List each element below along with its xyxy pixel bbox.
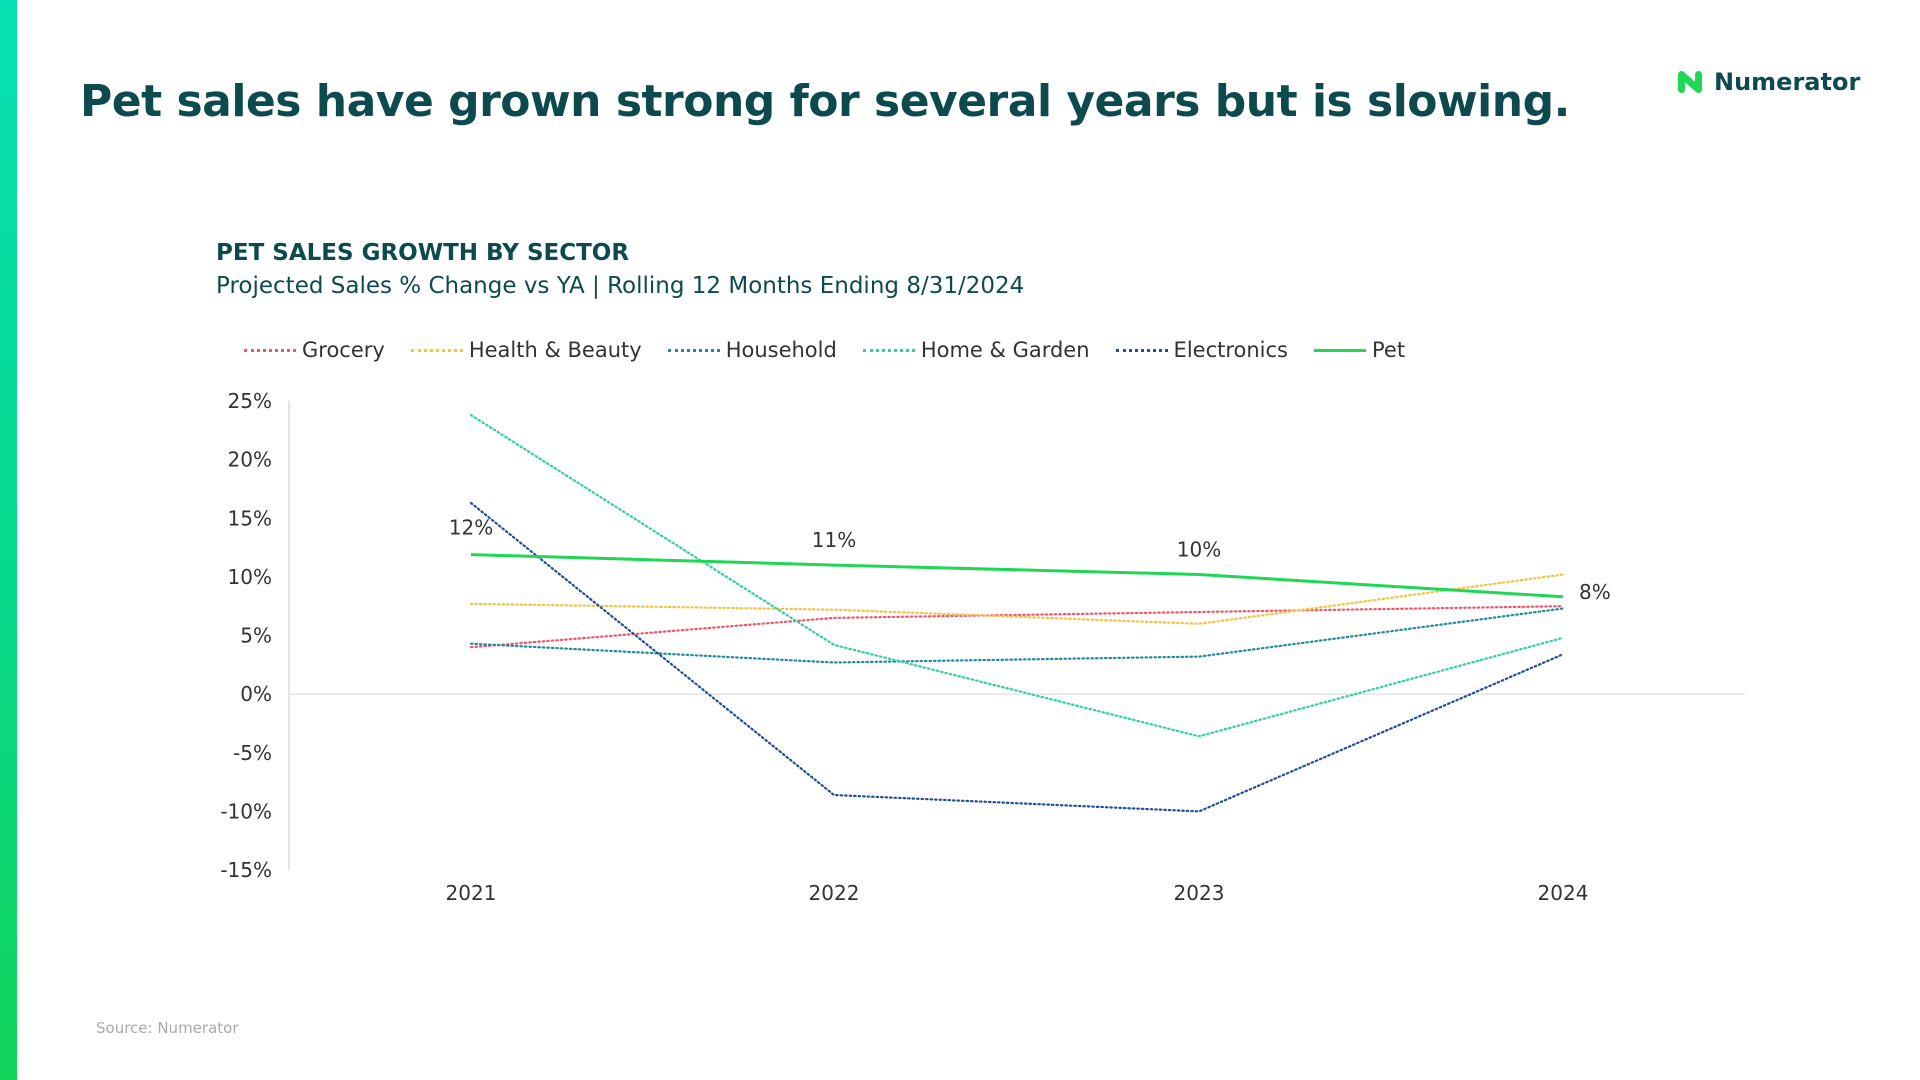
series-line-home-garden (469, 414, 1565, 738)
legend-swatch-household (667, 348, 720, 352)
legend-label-health-beauty: Health & Beauty (468, 338, 642, 362)
legend-label-home-garden: Home & Garden (920, 338, 1090, 362)
legend-item-health-beauty: Health & Beauty (410, 338, 642, 362)
numerator-logo-icon (1678, 71, 1702, 93)
y-tick-label: -15% (220, 858, 272, 882)
legend-label-pet: Pet (1372, 338, 1406, 362)
legend-swatch-electronics (1115, 348, 1168, 352)
series-line-electronics (469, 501, 1565, 813)
y-tick-label: 25% (228, 389, 272, 413)
series-line-household (469, 607, 1565, 664)
y-tick-label: -5% (233, 741, 272, 765)
y-tick-label: -10% (220, 799, 272, 823)
y-tick-label: 15% (228, 506, 272, 530)
series-line-health-beauty (469, 573, 1565, 625)
legend-item-pet: Pet (1314, 338, 1405, 362)
series-line-grocery (469, 605, 1565, 649)
data-label-pet: 8% (1579, 580, 1611, 604)
y-tick-label: 5% (240, 624, 272, 648)
chart-subtitle: Projected Sales % Change vs YA | Rolling… (216, 273, 1025, 299)
legend-swatch-home-garden (862, 348, 915, 352)
legend-item-grocery: Grocery (244, 338, 385, 362)
y-tick-label: 0% (240, 682, 272, 706)
data-label-pet: 12% (449, 516, 493, 540)
legend-swatch-health-beauty (410, 348, 463, 352)
accent-bar (0, 0, 17, 1080)
x-tick-label: 2022 (809, 881, 860, 905)
source-note: Source: Numerator (96, 1019, 239, 1037)
chart-legend: Grocery Health & Beauty Household Home &… (244, 338, 1431, 362)
legend-item-electronics: Electronics (1115, 338, 1289, 362)
x-tick-label: 2024 (1538, 881, 1589, 905)
brand-name: Numerator (1714, 68, 1861, 96)
x-tick-label: 2023 (1174, 881, 1225, 905)
data-label-pet: 10% (1177, 538, 1221, 562)
legend-swatch-pet (1314, 348, 1367, 352)
y-tick-label: 10% (228, 565, 272, 589)
chart-title: PET SALES GROWTH BY SECTOR (216, 240, 630, 266)
legend-item-home-garden: Home & Garden (862, 338, 1090, 362)
legend-label-grocery: Grocery (302, 338, 385, 362)
legend-label-electronics: Electronics (1173, 338, 1289, 362)
series-line-pet (470, 553, 1564, 599)
legend-item-household: Household (667, 338, 837, 362)
legend-swatch-grocery (244, 348, 296, 352)
y-tick-label: 20% (228, 448, 272, 472)
x-tick-label: 2021 (446, 881, 497, 905)
brand-logo: Numerator (1676, 68, 1860, 96)
legend-label-household: Household (725, 338, 837, 362)
data-label-pet: 11% (812, 528, 856, 552)
slide-title: Pet sales have grown strong for several … (80, 76, 1570, 127)
